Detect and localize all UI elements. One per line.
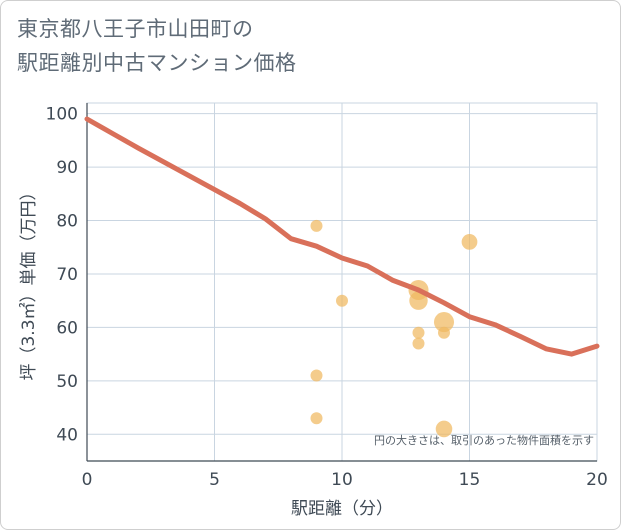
average-price-line: [84, 116, 600, 357]
y-tick-label: 50: [56, 372, 78, 392]
bubble-point: [409, 291, 428, 310]
bubble-size-note: 円の大きさは、取引のあった物件面積を示す: [374, 433, 594, 447]
y-tick-label: 60: [56, 318, 78, 338]
bubble-point: [438, 326, 450, 339]
bubble-point: [412, 326, 425, 339]
bubble-point: [310, 219, 323, 232]
y-tick-label: 90: [56, 158, 78, 178]
y-tick-label: 40: [56, 425, 78, 445]
bubble-point: [461, 234, 478, 250]
y-tick-label: 80: [56, 212, 78, 232]
x-tick-label: 15: [459, 470, 481, 490]
chart-title: 東京都八王子市山田町の 駅距離別中古マンション価格: [17, 12, 297, 80]
bubble-point: [310, 369, 323, 382]
bubble-layer: [310, 219, 478, 438]
bubble-point: [336, 294, 348, 307]
chart-title-line1: 東京都八王子市山田町の: [17, 17, 254, 41]
line-layer: [84, 116, 600, 357]
bubble-point: [412, 337, 425, 350]
x-tick-label: 10: [331, 470, 353, 490]
x-tick-label: 0: [82, 470, 93, 490]
x-tick-label: 20: [586, 470, 608, 490]
y-axis-label: 坪（3.3㎡）単価（万円）: [19, 183, 39, 380]
x-tick-label: 5: [209, 470, 220, 490]
y-tick-label: 100: [46, 105, 78, 125]
bubble-point: [433, 312, 455, 333]
chart-title-line2: 駅距離別中古マンション価格: [17, 51, 297, 75]
bubble-point: [435, 420, 453, 438]
tick-labels: 0 5 10 15 20 40 50 60 70 80 90 100: [46, 105, 608, 490]
bubble-point: [310, 412, 323, 425]
grid-lines: [86, 102, 598, 462]
y-tick-label: 70: [56, 265, 78, 285]
x-axis-label: 駅距離（分）: [291, 499, 393, 519]
